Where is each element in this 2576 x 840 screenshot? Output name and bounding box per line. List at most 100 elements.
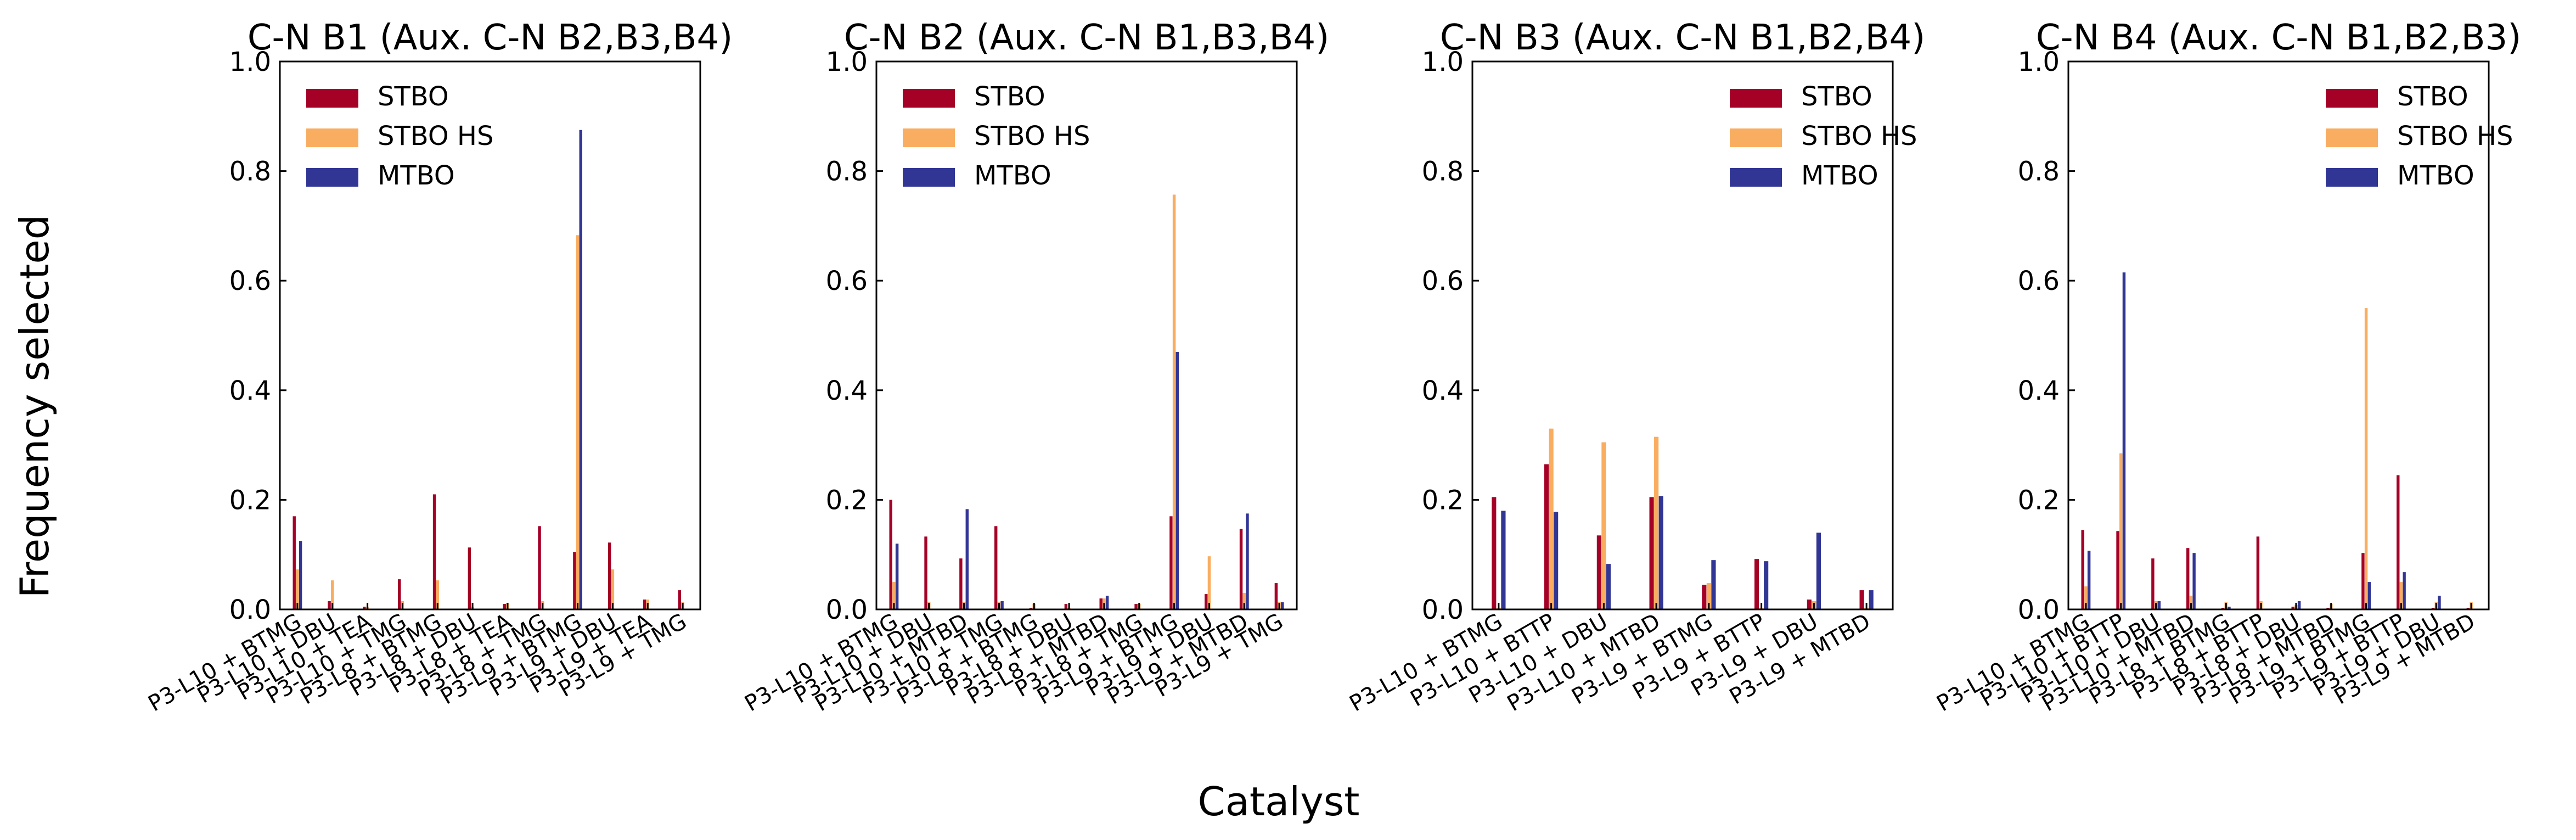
bar-stbo [1169,516,1173,609]
bar-stbo-hs [331,580,334,609]
y-tick-label: 0.0 [826,595,868,625]
chart-title: C-N B2 (Aux. C-N B1,B3,B4) [844,18,1329,58]
plot-frame [875,60,1298,611]
y-tick-label: 0.6 [826,266,868,296]
chart-panel-3: C-N B3 (Aux. C-N B1,B2,B4) 0.0 0.2 0.4 0.6 0.… [1345,18,1925,716]
bar-mtbo [1869,590,1874,609]
legend-label: STBO HS [378,121,493,152]
y-tick-label: 0.2 [1422,485,1464,516]
bar-mtbo [2438,596,2441,609]
bar-stbo [328,601,331,609]
bar-mtbo [965,509,969,609]
figure-ylabel: Frequency selected [12,215,58,598]
bar-stbo [608,542,611,609]
bar-mtbo [2192,553,2196,609]
chart-title: C-N B4 (Aux. C-N B1,B2,B3) [2036,18,2521,58]
legend-label: MTBO [974,160,1051,191]
legend-label: MTBO [2397,160,2474,191]
bar-stbo-hs [1207,556,1211,609]
y-tick-label: 0.4 [1422,376,1464,406]
bar-stbo [573,552,576,609]
y-tick-label: 0.8 [229,156,271,187]
bar-stbo-hs [2364,308,2368,609]
bar-mtbo [299,541,302,609]
y-tick-label: 1.0 [2018,47,2060,77]
plot-frame [2067,60,2490,611]
bar-stbo [2186,548,2190,609]
legend-label: STBO [974,81,1045,112]
y-tick-label: 0.0 [2018,595,2060,625]
y-tick-label: 1.0 [1422,47,1464,77]
bar-stbo [1492,497,1497,609]
bar-stbo [1134,604,1138,609]
y-tick-label: 0.8 [1422,156,1464,187]
bar-stbo [1702,585,1707,609]
legend-swatch-mtbo [2326,168,2378,187]
bar-stbo [538,526,541,609]
bar-stbo-hs [2119,453,2123,609]
bar-stbo-hs [1549,428,1554,609]
bar-stbo [1099,598,1103,609]
y-tick-label: 0.4 [826,376,868,406]
legend-swatch-stbo [1730,89,1782,108]
legend-swatch-stbo [2326,89,2378,108]
y-tick-label: 0.8 [826,156,868,187]
y-tick-label: 0.4 [229,376,271,406]
bar-stbo [363,607,366,609]
chart-title: C-N B1 (Aux. C-N B2,B3,B4) [248,18,733,58]
legend-label: STBO HS [1801,121,1917,152]
bar-stbo-hs [2189,596,2193,609]
bar-mtbo [2122,272,2126,610]
bar-mtbo [2228,607,2231,609]
y-tick-label: 0.6 [2018,266,2060,296]
bar-mtbo [1658,496,1663,609]
bar-mtbo [1606,564,1611,609]
bar-stbo-hs [576,235,580,610]
bar-stbo-hs [1706,583,1711,609]
bar-stbo [468,547,471,609]
bar-stbo [643,600,646,609]
y-tick-label: 0.4 [2018,376,2060,406]
bar-stbo [432,494,436,609]
bar-mtbo [1554,512,1559,609]
bar-stbo [1859,590,1864,609]
bar-mtbo [2157,601,2161,609]
y-tick-label: 0.2 [229,485,271,516]
bar-stbo [1807,600,1812,609]
bar-mtbo [1105,596,1109,609]
legend-label: STBO [378,81,449,112]
bar-stbo [398,579,401,609]
legend-swatch-stbo-hs [306,128,358,147]
bar-mtbo [895,544,899,609]
bar-stbo [924,536,927,609]
bar-stbo [1596,535,1601,609]
legend-swatch-stbo-hs [903,128,955,147]
bar-mtbo [1246,513,1249,609]
legend-swatch-stbo [903,89,955,108]
bar-mtbo [2297,601,2301,609]
figure-xlabel: Catalyst [1197,779,1359,825]
y-tick-label: 0.8 [2018,156,2060,187]
chart-panel-2: C-N B2 (Aux. C-N B1,B3,B4) 0.0 0.2 0.4 0.6 0.… [740,18,1329,716]
bar-mtbo [2367,582,2371,609]
bar-stbo-hs [1654,436,1659,609]
bar-stbo [1274,583,1278,609]
bar-stbo [503,604,506,609]
bar-mtbo [1175,351,1179,609]
bar-stbo [293,516,296,609]
bar-stbo [1649,497,1654,609]
bar-stbo [1064,604,1068,609]
legend-swatch-mtbo [306,168,358,187]
chart-title: C-N B3 (Aux. C-N B1,B2,B4) [1440,18,1925,58]
bar-stbo-hs [296,569,299,609]
bar-stbo-hs [2399,582,2403,609]
legend-label: STBO HS [2397,121,2513,152]
bar-stbo [2081,530,2084,609]
legend-swatch-stbo-hs [1730,128,1782,147]
legend-swatch-mtbo [903,168,955,187]
plot-frame [279,60,701,611]
y-tick-label: 0.6 [229,266,271,296]
y-tick-label: 0.6 [1422,266,1464,296]
bar-stbo [2116,531,2119,609]
